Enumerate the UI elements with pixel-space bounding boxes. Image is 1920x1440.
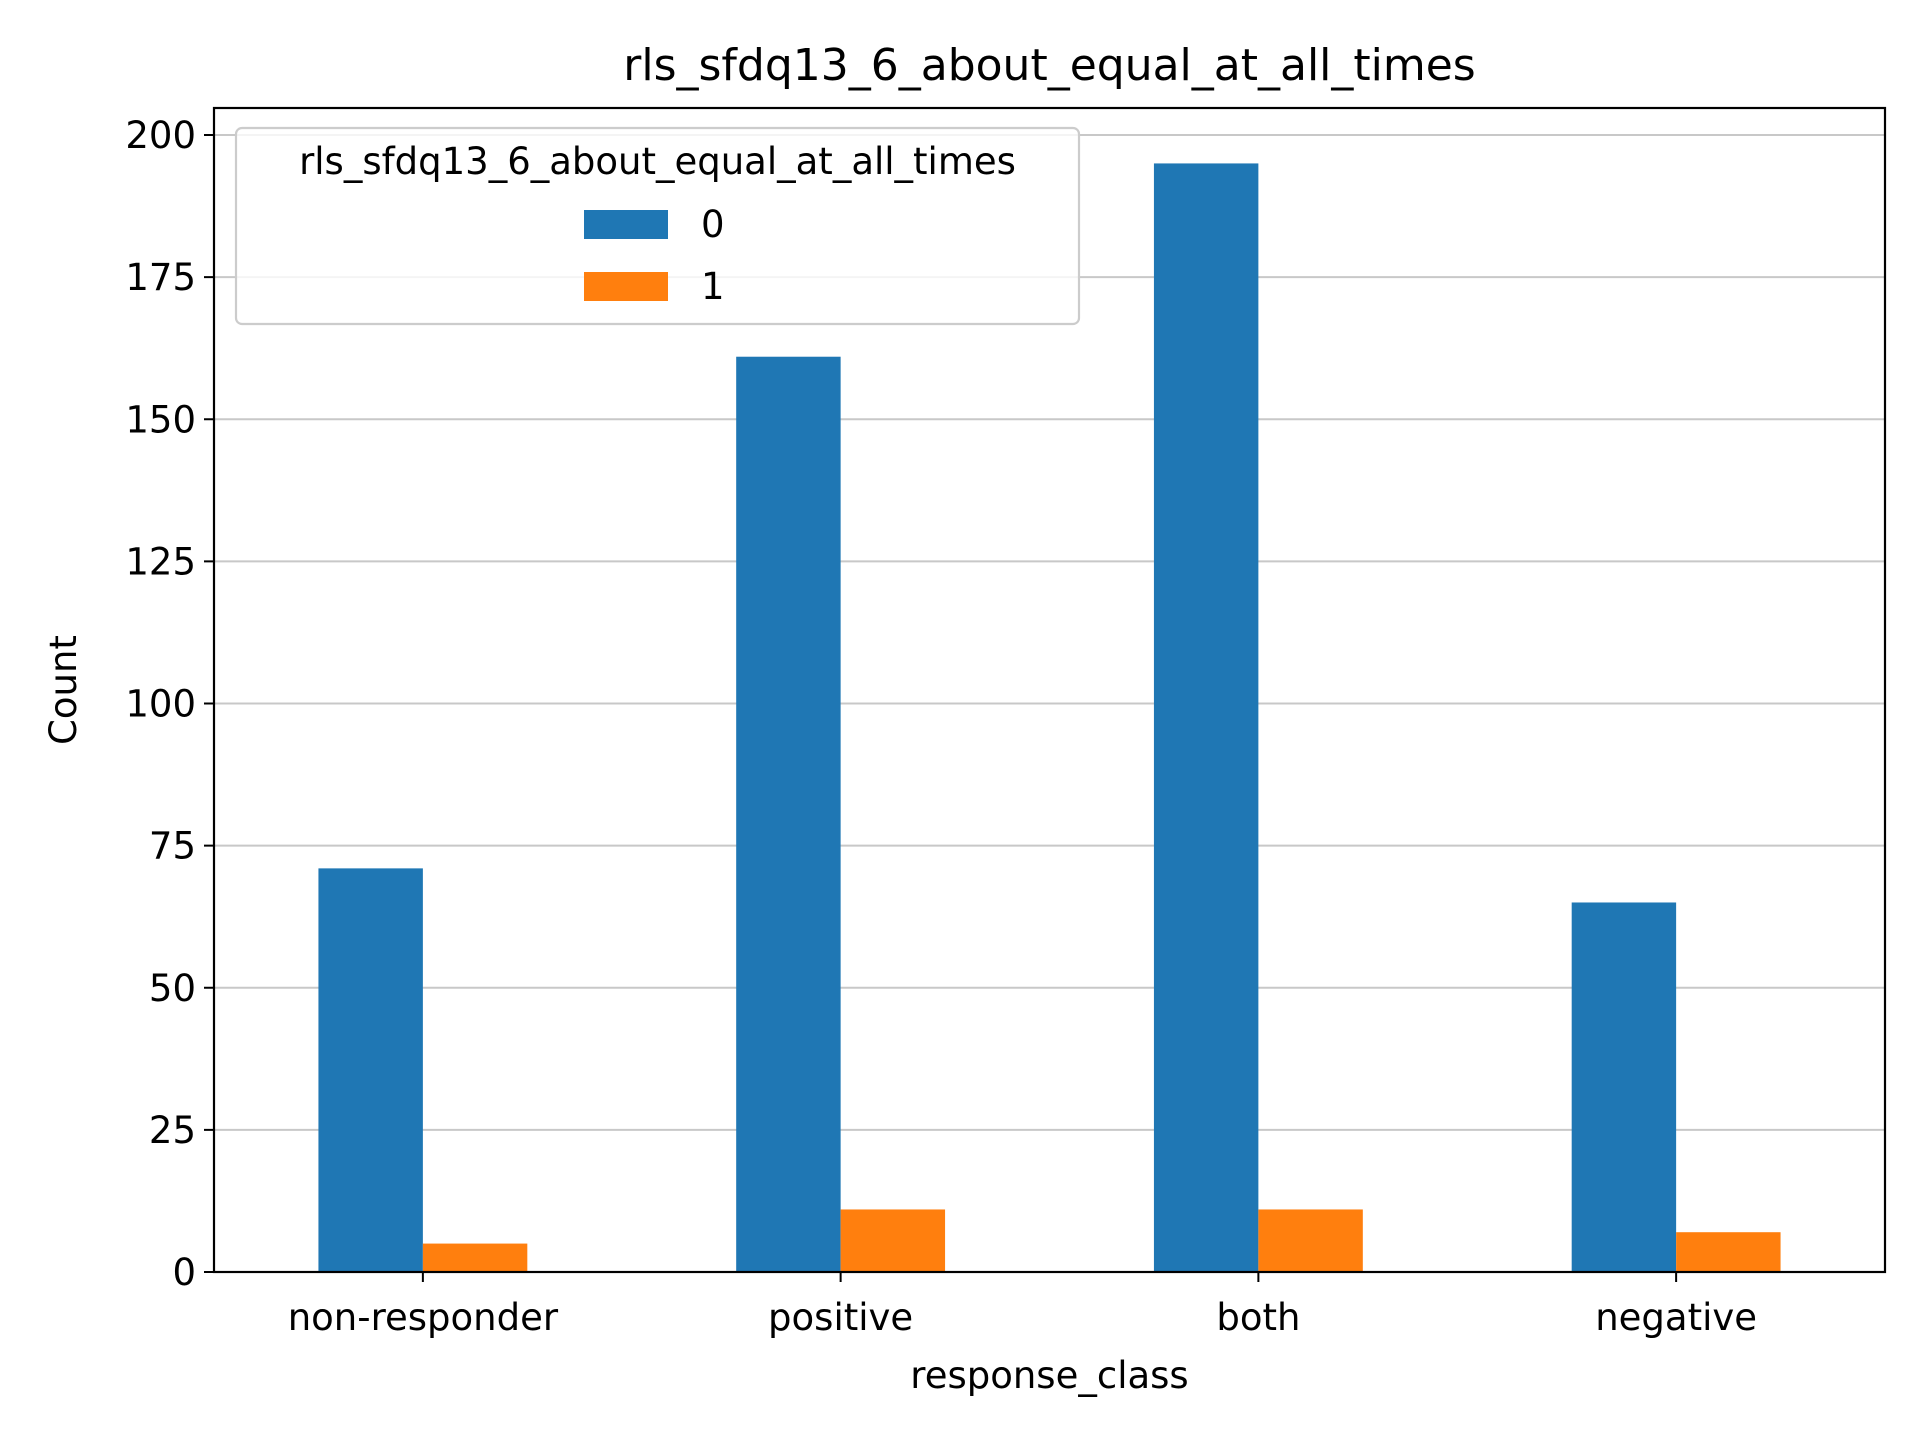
bar: [1153, 163, 1259, 1272]
bar: [318, 868, 423, 1272]
legend-swatch: [584, 272, 668, 301]
y-tick-label: 200: [125, 114, 196, 157]
legend-title: rls_sfdq13_6_about_equal_at_all_times: [299, 140, 1016, 183]
y-tick-label: 175: [125, 256, 196, 299]
x-tick-label: non-responder: [288, 1296, 559, 1339]
y-axis: 0 25 50 75 100 125 150 175 200: [125, 114, 214, 1294]
y-tick-label: 75: [149, 825, 196, 868]
bar: [1571, 902, 1677, 1272]
bar: [422, 1243, 528, 1272]
x-axis: non-responder positive both negative: [288, 1272, 1757, 1339]
bar: [1258, 1209, 1363, 1272]
y-tick-label: 0: [172, 1251, 196, 1294]
legend-items: 01: [584, 203, 725, 308]
bar: [1676, 1232, 1781, 1272]
legend: rls_sfdq13_6_about_equal_at_all_times 01: [234, 126, 1081, 326]
y-tick-label: 50: [149, 967, 196, 1010]
x-tick-label: positive: [768, 1296, 913, 1339]
y-tick-label: 150: [125, 398, 196, 441]
plot-frame: [212, 106, 1887, 1274]
x-axis-label: response_class: [910, 1354, 1188, 1397]
chart-title: rls_sfdq13_6_about_equal_at_all_times: [623, 40, 1475, 91]
legend-label: 1: [701, 265, 725, 308]
bar: [736, 356, 841, 1272]
y-tick-label: 100: [125, 683, 196, 726]
legend-label: 0: [701, 203, 725, 246]
bar: [840, 1209, 946, 1272]
y-axis-label: Count: [42, 635, 85, 745]
x-tick-label: negative: [1595, 1296, 1757, 1339]
y-tick-label: 125: [125, 540, 196, 583]
y-tick-label: 25: [149, 1109, 196, 1152]
legend-swatch: [584, 210, 668, 239]
bars: [318, 163, 1781, 1272]
x-tick-label: both: [1216, 1296, 1300, 1339]
